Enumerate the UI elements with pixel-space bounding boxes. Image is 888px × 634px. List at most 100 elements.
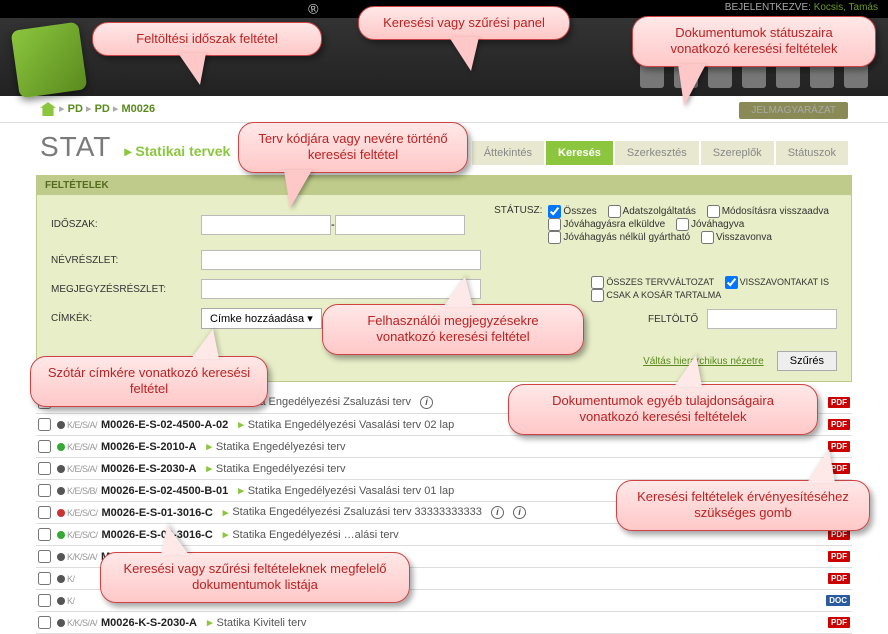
row-checkbox[interactable] (38, 462, 51, 475)
tool-icon[interactable] (810, 64, 834, 88)
label-nev: NÉVRÉSZLET: (51, 255, 201, 266)
tool-icon[interactable] (776, 64, 800, 88)
input-nevreszlet[interactable] (201, 250, 481, 270)
row-tag: K/ (67, 596, 75, 606)
row-code: M0026-E-S-01-3016-C (102, 507, 213, 519)
legend-button[interactable]: JELMAGYARÁZAT (739, 102, 848, 119)
page-title: STAT (40, 131, 111, 162)
cb-modositas[interactable] (707, 205, 720, 218)
logo-icon (11, 22, 88, 99)
info-icon[interactable]: i (420, 396, 433, 409)
row-code: M0026-E-S-02-4500-A-02 (101, 419, 228, 431)
cb-jovah-elk[interactable] (548, 218, 561, 231)
callout: Felhasználói megjegyzésekre vonatkozó ke… (322, 304, 584, 355)
arrow-icon: ▸ (207, 616, 213, 629)
input-feltolto[interactable] (707, 309, 837, 329)
info-icon[interactable]: i (513, 506, 526, 519)
page-subtitle: ▸ Statikai tervek (124, 143, 230, 159)
cb-visszavont[interactable] (725, 276, 738, 289)
tool-icon[interactable] (708, 64, 732, 88)
cb-osszes[interactable] (548, 205, 561, 218)
file-badge[interactable]: DOC (826, 595, 850, 606)
crumb[interactable]: M0026 (121, 103, 155, 115)
row-checkbox[interactable] (38, 418, 51, 431)
file-badge[interactable]: PDF (828, 419, 850, 430)
tool-icon[interactable] (742, 64, 766, 88)
status-dot-icon (57, 553, 65, 561)
arrow-icon: ▸ (206, 440, 212, 453)
input-idoszak-from[interactable] (201, 215, 331, 235)
cb-jovahagyva[interactable] (676, 218, 689, 231)
arrow-icon: ▸ (206, 462, 212, 475)
cb-kosar[interactable] (591, 289, 604, 302)
breadcrumb: ▸ PD ▸ PD ▸ M0026 JELMAGYARÁZAT (0, 96, 888, 123)
input-idoszak-to[interactable] (335, 215, 465, 235)
arrow-icon: ▸ (238, 484, 244, 497)
row-checkbox[interactable] (38, 594, 51, 607)
crumb[interactable]: PD (68, 103, 83, 115)
tab-áttekintés[interactable]: Áttekintés (472, 141, 544, 165)
callout: Terv kódjára vagy nevére történő keresés… (238, 122, 468, 173)
row-checkbox[interactable] (38, 528, 51, 541)
tab-státuszok[interactable]: Státuszok (776, 141, 848, 165)
file-badge[interactable]: PDF (828, 529, 850, 540)
row-tag: K/E/S/A/ (67, 464, 97, 474)
status-dot-icon (57, 421, 65, 429)
filter-button[interactable]: Szűrés (777, 351, 837, 371)
row-tag: K/E/S/C/ (67, 530, 98, 540)
row-tag: K/E/S/C/ (67, 508, 98, 518)
row-checkbox[interactable] (38, 440, 51, 453)
row-checkbox[interactable] (38, 550, 51, 563)
row-code: M0026-E-S-2010-A (101, 441, 196, 453)
file-badge[interactable]: PDF (828, 573, 850, 584)
cb-jov-nelkul[interactable] (548, 231, 561, 244)
cb-adat[interactable] (608, 205, 621, 218)
row-tag: K/E/S/B/ (67, 486, 97, 496)
row-code: M0026-E-S-2030-A (101, 463, 196, 475)
row-checkbox[interactable] (38, 506, 51, 519)
row-checkbox[interactable] (38, 572, 51, 585)
callout: Dokumentumok státuszaira vonatkozó keres… (632, 16, 876, 67)
status-dot-icon (57, 465, 65, 473)
crumb[interactable]: PD (95, 103, 110, 115)
header-toolbar (640, 64, 868, 88)
file-badge[interactable]: PDF (828, 617, 850, 628)
row-desc: Statika Engedélyezési terv (216, 463, 828, 475)
user-link[interactable]: Kocsis, Tamás (814, 2, 878, 13)
home-icon[interactable] (40, 102, 56, 116)
table-row[interactable]: K/E/S/A/M0026-E-S-2030-A ▸ Statika Engedél… (36, 458, 852, 480)
tool-icon[interactable] (640, 64, 664, 88)
callout: Dokumentumok egyéb tulajdonságaira vonat… (508, 384, 818, 435)
cimke-add-button[interactable]: Címke hozzáadása ▾ (201, 308, 322, 329)
input-megjegyzes[interactable] (201, 279, 481, 299)
arrow-icon: ▸ (238, 418, 244, 431)
filter-header: FELTÉTELEK (37, 176, 851, 195)
row-tag: K/K/S/A/ (67, 552, 97, 562)
status-dot-icon (57, 619, 65, 627)
file-badge[interactable]: PDF (828, 397, 850, 408)
status-dot-icon (57, 443, 65, 451)
row-checkbox[interactable] (38, 616, 51, 629)
label-cimkek: CÍMKÉK: (51, 313, 201, 324)
info-icon[interactable]: i (491, 506, 504, 519)
tab-szereplők[interactable]: Szereplők (701, 141, 774, 165)
cb-osszes-terv[interactable] (591, 276, 604, 289)
table-row[interactable]: K/K/S/A/M0026-K-S-2030-A▸Statika Kivitel… (36, 612, 852, 634)
status-dot-icon (57, 531, 65, 539)
cb-visszavonva[interactable] (701, 231, 714, 244)
tab-keresés[interactable]: Keresés (546, 141, 613, 165)
switch-view-link[interactable]: Váltás hierarchikus nézetre (643, 356, 764, 367)
status-dot-icon (57, 509, 65, 517)
row-tag: K/K/S/A/ (67, 618, 97, 628)
row-checkbox[interactable] (38, 484, 51, 497)
table-row[interactable]: K/E/S/A/M0026-E-S-2010-A▸Statika Engedél… (36, 436, 852, 458)
row-code: M0026-E-S-02-4500-B-01 (101, 485, 228, 497)
status-dot-icon (57, 487, 65, 495)
tab-szerkesztés[interactable]: Szerkesztés (615, 141, 699, 165)
status-dot-icon (57, 575, 65, 583)
file-badge[interactable]: PDF (828, 551, 850, 562)
login-label: BEJELENTKEZVE: (725, 2, 811, 13)
row-code: M0026-K-S-2030-A (101, 617, 197, 629)
row-tag: K/E/S/A/ (67, 442, 97, 452)
tool-icon[interactable] (844, 64, 868, 88)
